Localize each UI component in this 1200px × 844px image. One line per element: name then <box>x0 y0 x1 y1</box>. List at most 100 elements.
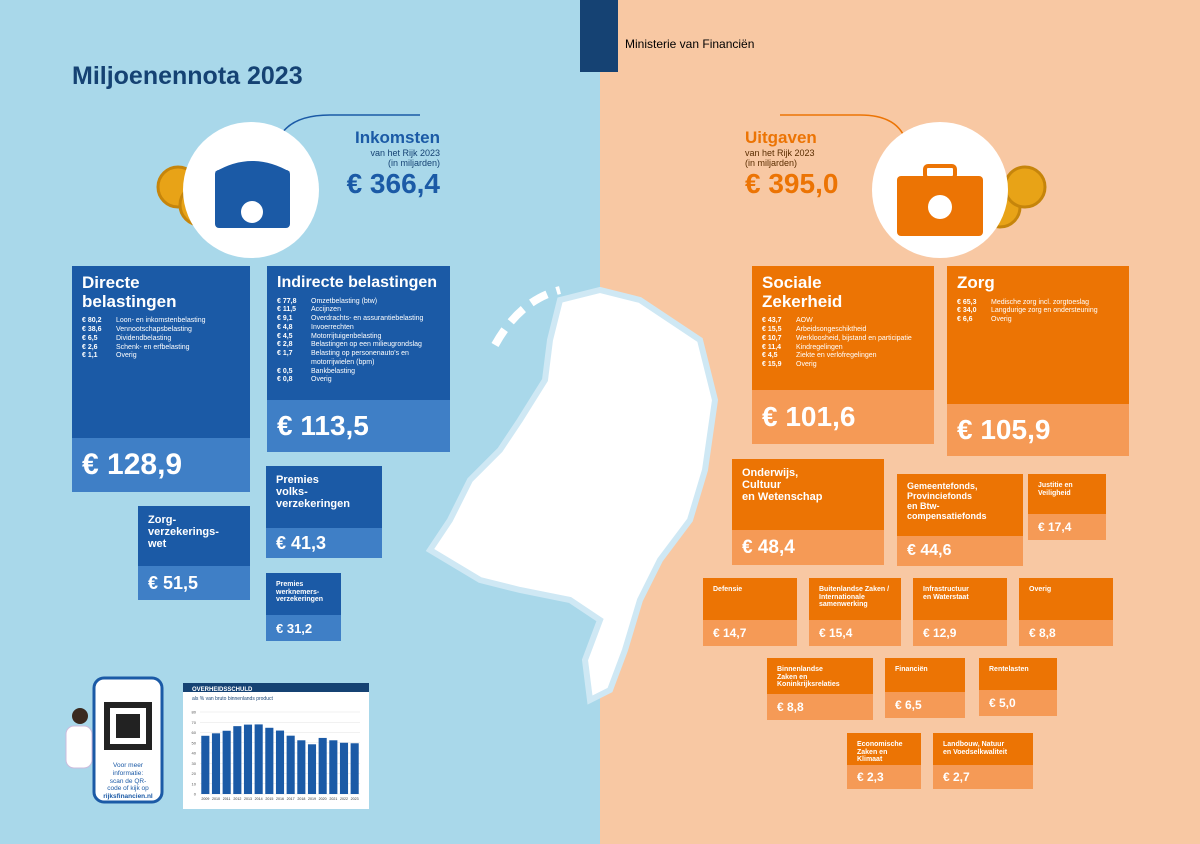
block-total: € 113,5 <box>277 410 369 441</box>
item-label: Kindregelingen <box>796 343 843 351</box>
block-title: Binnenlandse Zaken en Koninkrijksrelatie… <box>777 666 840 689</box>
block-total: € 15,4 <box>819 626 853 640</box>
y-tick-label: 60 <box>192 730 197 735</box>
x-tick-label: 2009 <box>201 797 209 801</box>
y-tick-label: 30 <box>192 761 197 766</box>
item-label: Motorrijtuigenbelasting <box>311 332 382 340</box>
info-line: code of kijk op <box>107 785 149 793</box>
info-line: rijksfinancien.nl <box>103 793 153 801</box>
y-tick-label: 10 <box>192 781 197 786</box>
bar <box>339 742 349 794</box>
block-title: Premies volks- verzekeringen <box>276 474 350 511</box>
ministry: Ministerie van Financiën <box>625 37 755 51</box>
block: Landbouw, Natuur en Voedselkwaliteit € 2,… <box>933 733 1033 789</box>
block-top: Financiën <box>885 658 965 692</box>
item-label: Belastingen op een milieugrondslag <box>311 341 422 349</box>
block-top: Premies werknemers- verzekeringen <box>266 573 341 615</box>
block-bottom: € 14,7 <box>703 620 797 646</box>
block-total: € 41,3 <box>276 532 327 553</box>
expenses-subtitle: van het Rijk 2023 <box>745 148 815 158</box>
block-bottom: € 2,7 <box>933 765 1033 789</box>
bar <box>211 733 221 794</box>
x-tick-label: 2022 <box>340 797 348 801</box>
item-label: Invoerrechten <box>311 323 354 331</box>
logo-bar <box>580 0 618 72</box>
block-title: Gemeentefonds, Provinciefonds en Btw- co… <box>907 481 987 521</box>
block: Binnenlandse Zaken en Koninkrijksrelatie… <box>767 658 873 720</box>
block-bottom: € 44,6 <box>897 536 1023 566</box>
block-bottom: € 12,9 <box>913 620 1007 646</box>
item-row: € 6,6 Overig <box>957 316 1119 325</box>
item-row: € 0,8 Overig <box>277 376 440 385</box>
item-label: Medische zorg incl. zorgtoeslag <box>991 298 1090 306</box>
item-label: Omzetbelasting (btw) <box>311 297 378 305</box>
item-row: € 4,5 Motorrijtuigenbelasting <box>277 333 440 342</box>
x-tick-label: 2020 <box>319 797 327 801</box>
x-tick-label: 2010 <box>212 797 220 801</box>
block-title: Onderwijs, Cultuur en Wetenschap <box>742 467 823 504</box>
chest <box>215 170 290 228</box>
map <box>425 286 719 705</box>
block-bottom: € 6,5 <box>885 692 965 718</box>
item-row: € 6,5 Dividendbelasting <box>82 335 240 344</box>
block: Directe belastingen € 80,2 Loon- en inkoms… <box>72 266 250 492</box>
income-subtitle: van het Rijk 2023 <box>370 148 440 158</box>
briefcase-handle <box>923 164 957 180</box>
emblem <box>241 201 263 223</box>
chest-lid <box>215 161 290 172</box>
bar <box>201 735 210 794</box>
item-amount: € 4,5 <box>277 332 293 340</box>
block-total: € 105,9 <box>957 414 1051 445</box>
item-label: Vennootschapsbelasting <box>116 326 192 334</box>
item-label: Werkloosheid, bijstand en participatie <box>796 334 912 342</box>
y-tick-label: 80 <box>192 710 197 715</box>
block: Premies volks- verzekeringen € 41,3 <box>266 466 382 558</box>
item-row: € 80,2 Loon- en inkomstenbelasting <box>82 317 240 326</box>
block-title: Sociale Zekerheid <box>762 273 843 311</box>
item-amount: € 6,6 <box>957 316 973 324</box>
block-total: € 5,0 <box>989 696 1016 710</box>
item-label: Overig <box>796 361 817 369</box>
expenses-header: Uitgaven van het Rijk 2023 (in miljarden… <box>745 128 838 200</box>
y-tick-label: 70 <box>192 720 197 725</box>
emblem <box>928 195 952 219</box>
item-row: € 11,5 Accijnzen <box>277 306 440 315</box>
coin <box>1003 165 1047 209</box>
item-amount: € 2,8 <box>277 341 293 349</box>
x-tick-label: 2015 <box>265 797 273 801</box>
block-top: Directe belastingen € 80,2 Loon- en inkoms… <box>72 266 250 438</box>
x-tick-label: 2014 <box>255 797 263 801</box>
item-label: AOW <box>796 317 813 325</box>
item-amount: € 15,9 <box>762 361 782 369</box>
item-amount: € 4,8 <box>277 323 293 331</box>
expenses-title: Uitgaven <box>745 128 817 147</box>
item-label: Overig <box>116 352 137 360</box>
item-amount: € 15,5 <box>762 326 782 334</box>
item-list: € 65,3 Medische zorg incl. zorgtoeslag € 3… <box>957 299 1119 325</box>
block-title: Overig <box>1029 586 1052 593</box>
bar <box>297 740 306 794</box>
item-amount: € 65,3 <box>957 298 977 306</box>
block-bottom: € 48,4 <box>732 530 884 565</box>
block: Buitenlandse Zaken / Internationale same… <box>809 578 901 646</box>
block-title: Financiën <box>895 666 928 673</box>
item-list: € 80,2 Loon- en inkomstenbelasting € 38,6 V… <box>82 317 240 361</box>
block-title: Zorg <box>957 273 995 292</box>
block-total: € 48,4 <box>742 536 795 558</box>
item-row: € 2,8 Belastingen op een milieugrondslag <box>277 341 440 350</box>
block-top: Landbouw, Natuur en Voedselkwaliteit <box>933 733 1033 765</box>
block-top: Buitenlandse Zaken / Internationale same… <box>809 578 901 620</box>
x-tick-label: 2017 <box>287 797 295 801</box>
bar <box>265 727 274 794</box>
item-row: € 1,1 Overig <box>82 352 240 361</box>
x-tick-label: 2021 <box>329 797 337 801</box>
item-amount: € 6,5 <box>82 334 98 342</box>
item-row: € 0,5 Bankbelasting <box>277 368 440 377</box>
block-title: Premies werknemers- verzekeringen <box>276 581 324 604</box>
income-header: Inkomsten van het Rijk 2023 (in miljarde… <box>347 128 440 200</box>
y-tick-label: 20 <box>192 771 197 776</box>
block: Gemeentefonds, Provinciefonds en Btw- co… <box>897 474 1023 566</box>
block: Infrastructuur en Waterstaat € 12,9 <box>913 578 1007 646</box>
block: Indirecte belastingen € 77,8 Omzetbelastin… <box>267 266 450 452</box>
